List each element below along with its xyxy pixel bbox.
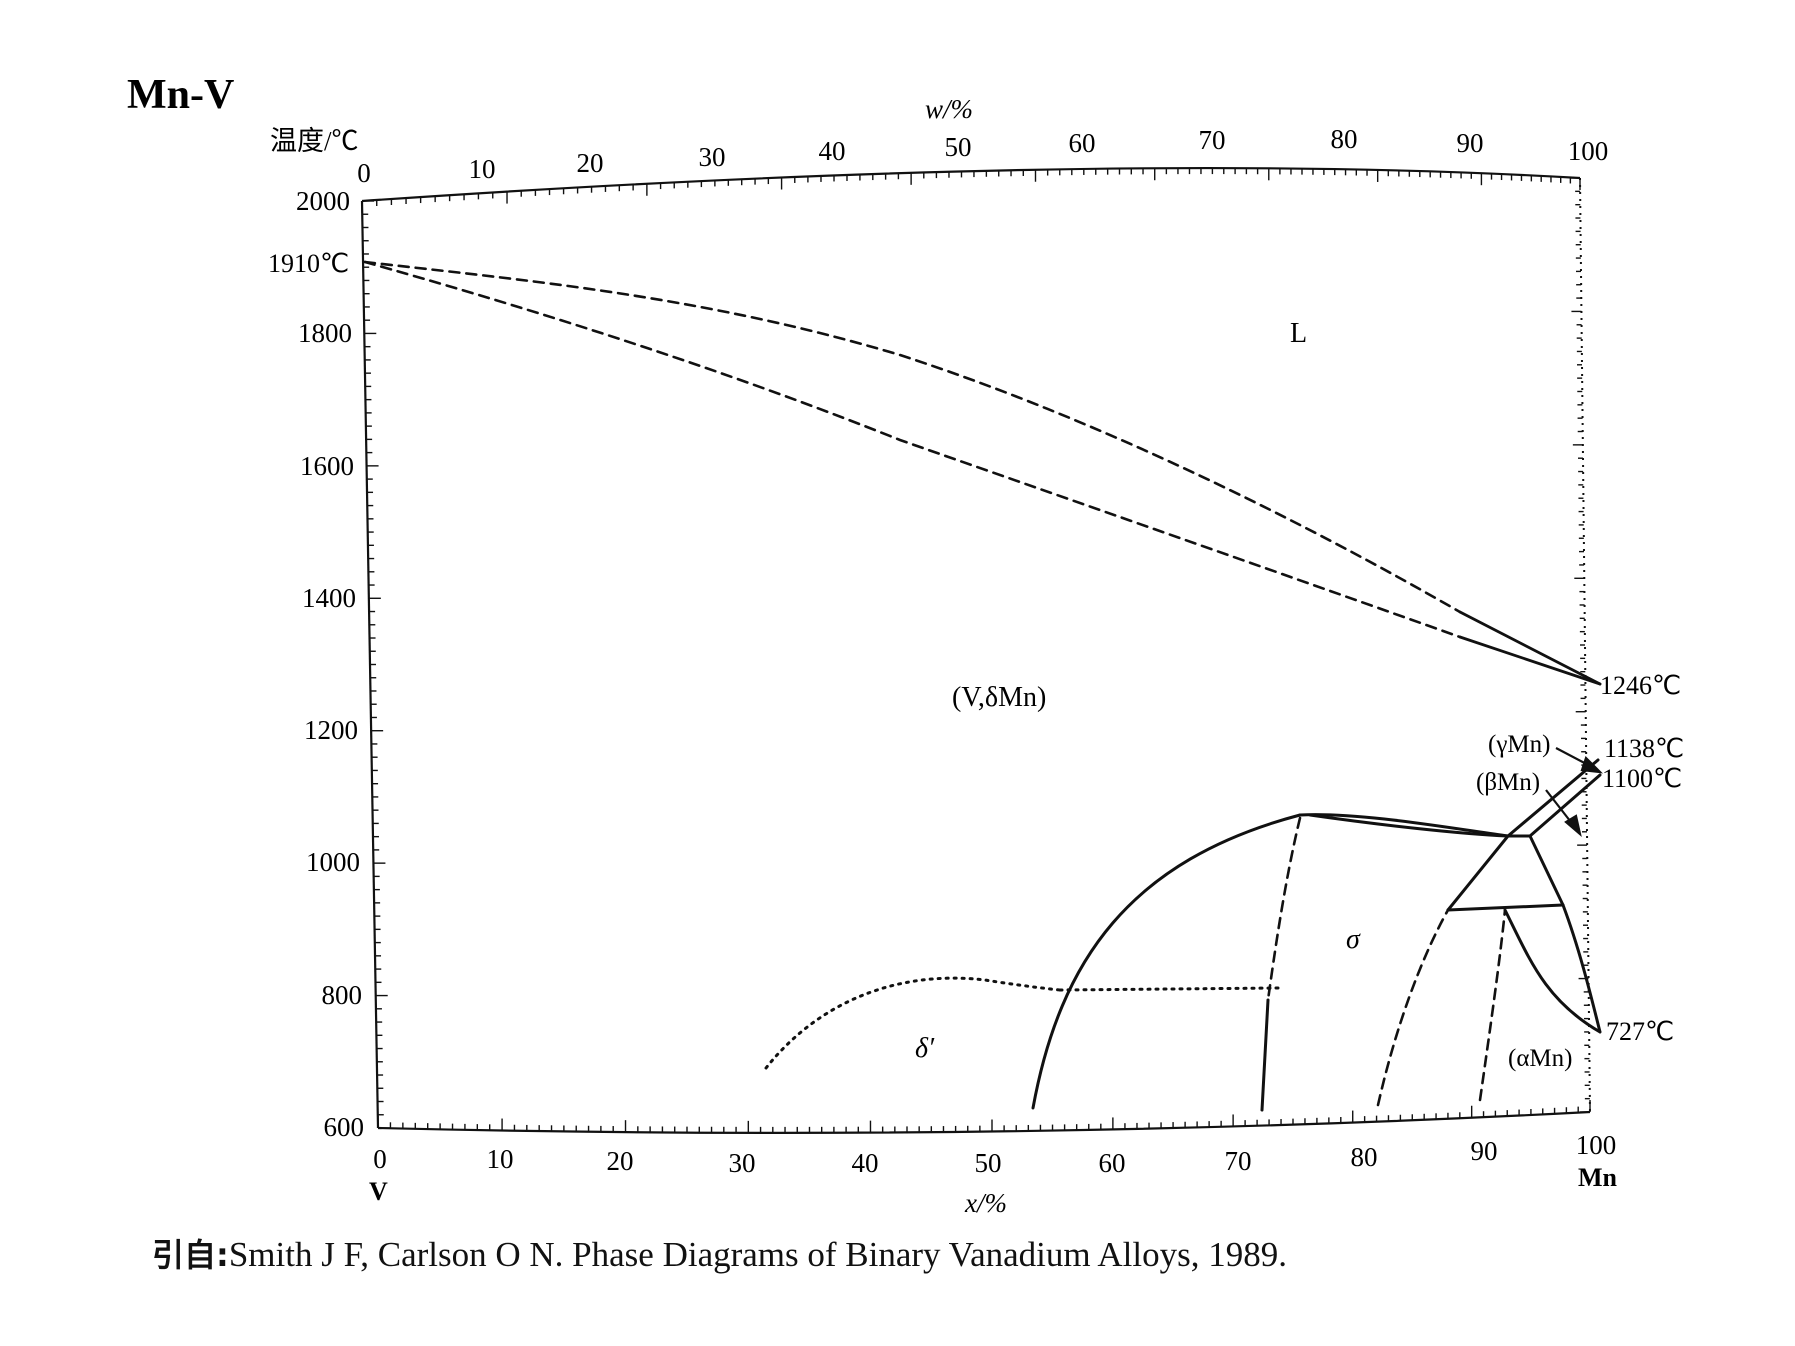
temp-label-727: 727℃: [1606, 1017, 1674, 1046]
top-axis-label: w/%: [925, 94, 973, 124]
beta-region-bottom: [1446, 903, 1565, 912]
x-tick-label: 90: [1471, 1136, 1498, 1166]
beta-region-left: [1446, 834, 1510, 912]
element-right-mn: Mn: [1578, 1163, 1618, 1192]
sigma-right-dashed: [1266, 816, 1302, 1002]
top-tick-label: 40: [819, 136, 846, 166]
phase-label-liquid: L: [1290, 318, 1307, 349]
solidus-end: [1458, 635, 1602, 686]
alpha-boundary: [1503, 903, 1602, 1034]
tick-marks: [361, 168, 1591, 1133]
beta-region-right: [1528, 834, 1565, 907]
top-tick-label: 0: [357, 158, 371, 188]
element-left-v: V: [369, 1177, 388, 1206]
top-tick-label: 70: [1199, 125, 1226, 155]
top-tick-label: 60: [1069, 128, 1096, 158]
x-tick-label: 10: [487, 1144, 514, 1174]
phase-label-alpha-mn: (αMn): [1508, 1045, 1572, 1072]
liquidus-end: [1458, 610, 1602, 686]
citation: 引自:Smith J F, Carlson O N. Phase Diagram…: [152, 1230, 1287, 1276]
sigma-upper-line: [1308, 813, 1510, 838]
phase-boundaries: [363, 260, 1602, 1112]
x-tick-label: 50: [975, 1148, 1002, 1178]
y-tick-label: 600: [324, 1112, 365, 1142]
phase-label-bcc: (V,δMn): [952, 682, 1046, 713]
x-tick-label: 30: [729, 1148, 756, 1178]
top-tick-label: 30: [699, 142, 726, 172]
temp-label-v-melt: 1910℃: [268, 249, 349, 278]
x-tick-label: 70: [1225, 1146, 1252, 1176]
y-tick-label: 2000: [296, 186, 350, 216]
gamma-arrow-head: [1580, 755, 1603, 774]
frame-top-axis: [361, 166, 1581, 203]
bottom-axis-label: x/%: [964, 1188, 1007, 1218]
x-tick-label: 100: [1576, 1130, 1617, 1160]
diagram-title: Mn-V: [127, 72, 234, 118]
top-tick-label: 20: [577, 148, 604, 178]
x-tick-label: 60: [1099, 1148, 1126, 1178]
phase-labels: L (V,δMn) σ δ′ (γMn) (βMn) (αMn): [915, 318, 1572, 1072]
sigma-alpha-dashed: [1376, 908, 1450, 1107]
frame-bottom-axis: [377, 1110, 1591, 1134]
phase-label-sigma: σ: [1346, 924, 1361, 955]
frame-right-axis: [1579, 177, 1591, 1113]
y-tick-labels: 2000 1800 1600 1400 1200 1000 800 600: [296, 186, 364, 1142]
y-tick-label: 1000: [306, 847, 360, 877]
solidus-curve: [363, 260, 1462, 639]
x-tick-label: 0: [373, 1144, 387, 1174]
top-tick-label: 10: [469, 154, 496, 184]
citation-prefix: 引自:: [152, 1236, 229, 1274]
temperature-labels: 1910℃ 1246℃ 1138℃ 1100℃ 727℃: [268, 249, 1684, 1046]
phase-label-gamma-mn: (γMn): [1488, 731, 1550, 758]
x-tick-label: 40: [852, 1148, 879, 1178]
liquidus-curve: [363, 260, 1462, 614]
phase-label-beta-mn: (βMn): [1476, 769, 1540, 796]
citation-text: Smith J F, Carlson O N. Phase Diagrams o…: [228, 1235, 1287, 1274]
top-tick-labels: 0 10 20 30 40 50 60 70 80 90 100: [357, 124, 1608, 188]
top-tick-label: 80: [1331, 124, 1358, 154]
y-axis-label: 温度/℃: [270, 126, 359, 156]
x-tick-label: 80: [1351, 1142, 1378, 1172]
temp-label-mn-melt: 1246℃: [1600, 671, 1681, 700]
sigma-dome-top: [1298, 813, 1510, 838]
ordering-line-dotted: [1058, 986, 1282, 992]
y-tick-label: 800: [322, 980, 363, 1010]
y-tick-label: 1600: [300, 451, 354, 481]
sigma-dome-left: [1031, 813, 1302, 1110]
bottom-tick-labels: 0 10 20 30 40 50 60 70 80 90 100: [373, 1130, 1616, 1178]
top-tick-label: 50: [945, 132, 972, 162]
y-tick-label: 1800: [298, 318, 352, 348]
sigma-low-solid: [1260, 998, 1270, 1112]
plot-frame: [360, 166, 1591, 1134]
temp-label-1138: 1138℃: [1604, 734, 1684, 763]
y-tick-label: 1200: [304, 715, 358, 745]
phase-label-delta-prime: δ′: [915, 1033, 935, 1064]
beta-arrow-head: [1564, 814, 1582, 837]
top-tick-label: 100: [1568, 136, 1609, 166]
x-tick-label: 20: [607, 1146, 634, 1176]
top-tick-label: 90: [1457, 128, 1484, 158]
alpha-dashed: [1478, 908, 1507, 1102]
phase-arrows: [1545, 747, 1603, 837]
delta-prime-dotted: [764, 976, 1062, 1070]
temp-label-1100: 1100℃: [1602, 764, 1682, 793]
y-tick-label: 1400: [302, 583, 356, 613]
